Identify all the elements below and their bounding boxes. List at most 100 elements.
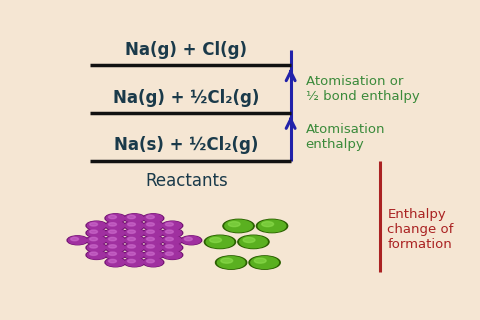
Circle shape <box>217 257 245 268</box>
Circle shape <box>106 229 125 237</box>
Circle shape <box>108 237 117 241</box>
Circle shape <box>128 260 135 263</box>
Circle shape <box>144 222 163 229</box>
Circle shape <box>163 222 181 229</box>
Circle shape <box>124 214 145 223</box>
Circle shape <box>162 251 183 260</box>
Circle shape <box>166 223 173 226</box>
Circle shape <box>108 215 117 219</box>
Circle shape <box>144 214 163 222</box>
Circle shape <box>251 257 278 268</box>
Circle shape <box>143 214 164 223</box>
Circle shape <box>146 223 155 226</box>
Circle shape <box>90 237 97 241</box>
Circle shape <box>146 252 155 255</box>
Circle shape <box>125 214 144 222</box>
Circle shape <box>105 243 126 252</box>
Circle shape <box>106 259 125 266</box>
Circle shape <box>124 236 145 245</box>
Circle shape <box>146 245 155 248</box>
Circle shape <box>166 245 173 248</box>
Circle shape <box>86 236 107 245</box>
Circle shape <box>105 258 126 267</box>
Circle shape <box>90 252 97 255</box>
Circle shape <box>128 215 135 219</box>
Circle shape <box>128 230 135 233</box>
Text: Na(g) + Cl(g): Na(g) + Cl(g) <box>125 41 248 59</box>
Circle shape <box>125 244 144 252</box>
Circle shape <box>163 251 181 259</box>
Circle shape <box>87 251 106 259</box>
Circle shape <box>108 260 117 263</box>
Circle shape <box>128 237 135 241</box>
Circle shape <box>106 214 125 222</box>
Text: Atomisation or
½ bond enthalpy: Atomisation or ½ bond enthalpy <box>305 75 419 103</box>
Circle shape <box>105 221 126 230</box>
Circle shape <box>128 223 135 226</box>
Circle shape <box>162 236 183 245</box>
Circle shape <box>90 230 97 233</box>
Circle shape <box>256 219 288 233</box>
Circle shape <box>143 228 164 237</box>
Circle shape <box>86 228 107 237</box>
Text: Na(g) + ½Cl₂(g): Na(g) + ½Cl₂(g) <box>113 89 260 107</box>
Circle shape <box>86 251 107 260</box>
Circle shape <box>71 237 79 241</box>
Circle shape <box>67 236 88 245</box>
Circle shape <box>108 230 117 233</box>
Circle shape <box>106 244 125 252</box>
Circle shape <box>143 243 164 252</box>
Circle shape <box>87 229 106 237</box>
Circle shape <box>143 251 164 260</box>
Circle shape <box>146 237 155 241</box>
Text: Reactants: Reactants <box>145 172 228 190</box>
Circle shape <box>210 237 222 243</box>
Circle shape <box>254 258 266 263</box>
Circle shape <box>125 259 144 266</box>
Circle shape <box>108 252 117 255</box>
Circle shape <box>181 236 202 245</box>
Circle shape <box>87 244 106 252</box>
Circle shape <box>90 245 97 248</box>
Circle shape <box>146 215 155 219</box>
Circle shape <box>162 243 183 252</box>
Circle shape <box>240 236 267 248</box>
Circle shape <box>86 221 107 230</box>
Circle shape <box>144 244 163 252</box>
Circle shape <box>105 251 126 260</box>
Circle shape <box>238 235 269 249</box>
Circle shape <box>125 236 144 244</box>
Circle shape <box>106 222 125 229</box>
Circle shape <box>124 228 145 237</box>
Circle shape <box>144 251 163 259</box>
Circle shape <box>162 228 183 237</box>
Circle shape <box>143 236 164 245</box>
Circle shape <box>106 251 125 259</box>
Circle shape <box>258 220 286 232</box>
Circle shape <box>108 245 117 248</box>
Circle shape <box>144 259 163 266</box>
Circle shape <box>144 236 163 244</box>
Circle shape <box>106 236 125 244</box>
Circle shape <box>206 236 234 248</box>
Circle shape <box>105 236 126 245</box>
Circle shape <box>128 252 135 255</box>
Circle shape <box>163 236 181 244</box>
Circle shape <box>143 221 164 230</box>
Circle shape <box>128 245 135 248</box>
Circle shape <box>216 256 247 269</box>
Circle shape <box>228 221 240 227</box>
Circle shape <box>124 243 145 252</box>
Circle shape <box>166 252 173 255</box>
Text: Atomisation
enthalpy: Atomisation enthalpy <box>305 123 385 151</box>
Circle shape <box>243 237 255 243</box>
Text: Enthalpy
change of
formation: Enthalpy change of formation <box>387 208 454 251</box>
Circle shape <box>143 258 164 267</box>
Circle shape <box>87 222 106 229</box>
Circle shape <box>86 243 107 252</box>
Circle shape <box>184 237 192 241</box>
Circle shape <box>87 236 106 244</box>
Circle shape <box>166 230 173 233</box>
Circle shape <box>125 222 144 229</box>
Circle shape <box>262 221 274 227</box>
